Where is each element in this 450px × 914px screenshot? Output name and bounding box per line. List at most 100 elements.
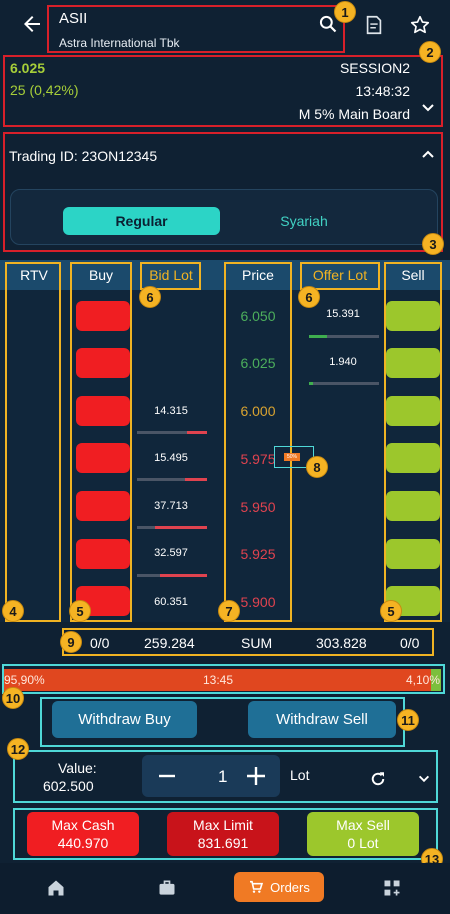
order-value: 602.500 — [43, 778, 94, 794]
price-column — [224, 262, 292, 622]
session-label: SESSION2 — [339, 60, 410, 76]
refresh-icon[interactable] — [369, 770, 387, 788]
sell-cell-button[interactable] — [386, 301, 440, 331]
annotation-badge: 7 — [218, 600, 240, 622]
withdraw-sell-button[interactable]: Withdraw Sell — [248, 701, 396, 738]
column-bid-lot: Bid Lot — [149, 267, 193, 283]
quote-time: 13:48:32 — [355, 83, 411, 99]
buy-cell-button[interactable] — [76, 396, 130, 426]
sell-cell-button[interactable] — [386, 539, 440, 569]
price-level[interactable]: 5.925 — [240, 546, 276, 562]
price-level[interactable]: 6.050 — [240, 308, 276, 324]
buy-column — [70, 262, 132, 622]
max-cash-value: 440.970 — [57, 835, 109, 851]
annotation-badge: 6 — [139, 286, 161, 308]
max-limit-label: Max Limit — [193, 817, 253, 833]
annotation-badge: 2 — [419, 41, 441, 63]
tab-syariah[interactable]: Syariah — [280, 213, 328, 229]
trading-id: Trading ID: 23ON12345 — [9, 148, 158, 164]
max-limit-button[interactable]: Max Limit 831.691 — [167, 812, 279, 856]
home-icon[interactable] — [46, 878, 66, 898]
search-icon[interactable] — [318, 14, 338, 34]
back-arrow-icon[interactable] — [20, 12, 44, 36]
annotation-badge: 12 — [7, 738, 29, 760]
sell-cell-button[interactable] — [386, 396, 440, 426]
offer-volume-fill — [309, 335, 327, 338]
offer-lot: 1.940 — [329, 356, 357, 368]
price-level[interactable]: 5.975 — [240, 451, 276, 467]
grid-add-icon[interactable] — [382, 878, 402, 898]
column-buy: Buy — [88, 267, 114, 283]
sell-column — [384, 262, 442, 622]
offer-volume-fill — [309, 382, 313, 385]
bottom-navigation — [0, 863, 450, 914]
document-icon[interactable] — [363, 14, 385, 36]
quantity-unit: Lot — [290, 767, 310, 783]
price-level[interactable]: 6.000 — [240, 403, 276, 419]
sum-right: 0/0 — [400, 635, 420, 651]
app-header — [0, 0, 450, 54]
offer-total: 303.828 — [316, 635, 367, 651]
annotation-badge: 6 — [298, 286, 320, 308]
annotation-badge: 1 — [334, 1, 356, 23]
max-sell-value: 0 Lot — [347, 835, 379, 851]
star-icon[interactable] — [409, 14, 431, 36]
minus-icon[interactable] — [157, 766, 177, 786]
cart-icon — [250, 880, 264, 893]
annotation-badge: 3 — [422, 233, 444, 255]
offer-lot-header-box — [300, 262, 380, 290]
column-sell: Sell — [401, 267, 425, 283]
limits-panel — [13, 808, 438, 860]
chevron-down-icon[interactable] — [420, 100, 436, 116]
buy-cell-button[interactable] — [76, 301, 130, 331]
nav-orders[interactable]: Orders — [234, 872, 324, 902]
symbol-selector[interactable] — [47, 5, 345, 53]
buy-cell-button[interactable] — [76, 443, 130, 473]
sell-cell-button[interactable] — [386, 491, 440, 521]
price-level[interactable]: 5.950 — [240, 499, 276, 515]
price-level[interactable]: 5.900 — [240, 594, 276, 610]
quantity-value[interactable]: 1 — [218, 767, 228, 786]
max-cash-button[interactable]: Max Cash 440.970 — [27, 812, 139, 856]
stock-symbol: ASII — [59, 10, 88, 27]
bid-volume-fill — [187, 431, 207, 434]
company-name: Astra International Tbk — [59, 36, 180, 50]
price-level[interactable]: 6.025 — [240, 355, 276, 371]
buy-cell-button[interactable] — [76, 491, 130, 521]
bid-total: 259.284 — [144, 635, 195, 651]
offer-ratio: 4,10% — [406, 673, 441, 687]
offer-lot: 15.391 — [326, 308, 360, 320]
annotation-badge: 8 — [306, 456, 328, 478]
sell-cell-button[interactable] — [386, 348, 440, 378]
bid-volume-fill — [160, 574, 207, 577]
briefcase-icon[interactable] — [157, 878, 177, 898]
buy-cell-button[interactable] — [76, 348, 130, 378]
sell-cell-button[interactable] — [386, 443, 440, 473]
withdraw-buy-button[interactable]: Withdraw Buy — [52, 701, 197, 738]
column-rtv: RTV — [20, 267, 48, 283]
bid-offer-ratio-bar — [4, 669, 441, 691]
max-cash-label: Max Cash — [51, 817, 115, 833]
progress-panel — [2, 664, 445, 694]
quote-panel — [3, 55, 443, 127]
value-label: Value: — [58, 760, 97, 776]
max-sell-label: Max Sell — [336, 817, 390, 833]
bid-volume-bar — [137, 478, 207, 481]
bid-ratio: 95,90% — [4, 673, 45, 687]
last-price: 6.025 — [10, 60, 46, 76]
offer-volume-bar — [309, 335, 379, 338]
offer-volume-bar — [309, 382, 379, 385]
ratio-time: 13:45 — [203, 673, 234, 687]
plus-icon[interactable] — [245, 765, 267, 787]
column-offer-lot: Offer Lot — [312, 267, 368, 283]
max-sell-button[interactable]: Max Sell 0 Lot — [307, 812, 419, 856]
chevron-down-icon[interactable] — [417, 772, 431, 786]
tab-regular[interactable]: Regular — [63, 207, 220, 235]
max-limit-value: 831.691 — [197, 835, 249, 851]
board-label: M 5% Main Board — [298, 106, 410, 122]
sum-left: 0/0 — [90, 635, 110, 651]
annotation-badge: 9 — [60, 631, 82, 653]
buy-cell-button[interactable] — [76, 539, 130, 569]
chevron-up-icon[interactable] — [420, 146, 436, 162]
bid-lot: 37.713 — [154, 500, 188, 512]
